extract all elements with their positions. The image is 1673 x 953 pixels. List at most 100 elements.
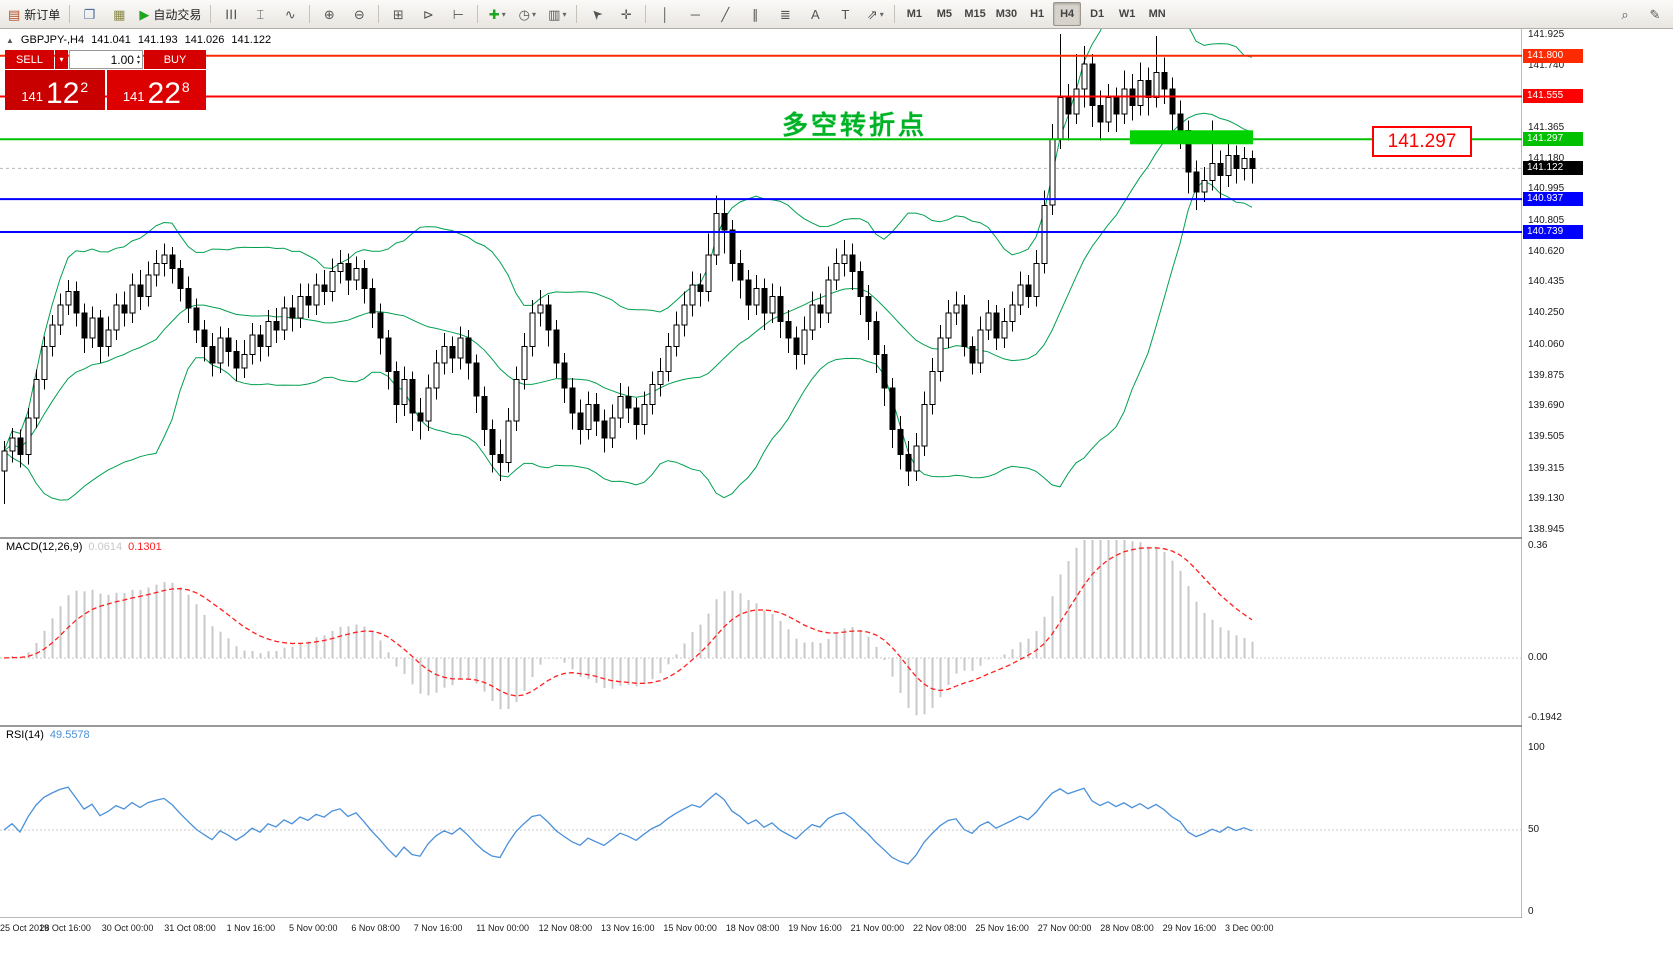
vertical-line-button[interactable]: │ [651,2,679,26]
rsi-value: 49.5578 [49,729,90,741]
timeframe-label: M5 [936,8,952,20]
fibonacci-button[interactable]: ≣ [771,2,799,26]
time-label: 13 Nov 16:00 [601,923,655,933]
volume-spinner[interactable]: ▴ ▾ [137,54,140,66]
price-tick: 140.995 [1528,183,1565,195]
timeframe-m30-button[interactable]: M30 [992,2,1021,26]
timeframe-d1-button[interactable]: D1 [1083,2,1111,26]
time-label: 1 Nov 16:00 [226,923,276,933]
time-label: 15 Nov 00:00 [663,923,717,933]
price-callout-label[interactable]: 141.297 [1372,126,1472,157]
price-tick: 141.925 [1528,29,1565,40]
price-tick: 139.315 [1528,462,1565,474]
new-order-icon: ▤ [8,6,21,22]
horizontal-line-icon: ─ [690,6,700,22]
candles-icon: ⌶ [256,6,265,22]
rsi-axis-label: 50 [1528,824,1540,835]
timeframe-w1-button[interactable]: W1 [1113,2,1141,26]
ohlc-open: 141.041 [91,34,131,46]
price-tick: 141.740 [1528,59,1565,71]
timeframe-h1-button[interactable]: H1 [1023,2,1051,26]
price-tick: 141.365 [1528,122,1565,134]
time-label: 30 Oct 00:00 [101,923,154,933]
tile-windows-button[interactable]: ⊞ [384,2,412,26]
candle-chart-button[interactable]: ⌶ [246,2,274,26]
timeframe-label: H4 [1060,8,1075,20]
macd-axis-label: 0.00 [1528,652,1548,663]
periods-button[interactable]: ◷ ▾ [513,2,541,26]
buy-price-pip: 8 [181,79,190,95]
price-axis[interactable]: 141.925 141.740 141.555 141.365 141.180 140.9… [1522,28,1673,918]
ohlc-close: 141.122 [231,34,272,46]
sell-options-dropdown[interactable]: ▾ [55,50,68,69]
price-marker: 141.800 [1523,48,1583,63]
cursor-button[interactable]: ➤ [582,2,610,26]
buy-price-big-digits: 22 [147,77,181,110]
highlight-zone-rect[interactable] [1130,130,1253,145]
time-label: 22 Nov 08:00 [913,923,967,933]
trendline-icon: ╱ [721,6,730,22]
time-axis[interactable]: 25 Oct 2019 28 Oct 16:00 30 Oct 00:00 31 Oc… [0,918,1673,953]
time-label: 18 Nov 08:00 [725,923,780,933]
zoom-out-button[interactable]: ⊖ [345,2,373,26]
toolbar-separator [210,5,212,23]
sell-price-button[interactable]: 141 12 2 [5,70,105,110]
trendline-button[interactable]: ╱ [711,2,739,26]
quick-draw-button[interactable]: ✎ [1641,2,1669,26]
toolbar-separator [894,5,896,23]
timeframe-h4-button[interactable]: H4 [1053,2,1082,26]
search-icon: ⌕ [1621,6,1629,22]
crosshair-button[interactable]: ✛ [612,2,640,26]
text-button[interactable]: A [801,2,829,26]
new-order-button[interactable]: ▤ 新订单 [4,2,64,26]
templates-button[interactable]: ▥ ▾ [543,2,571,26]
price-marker: 140.937 [1523,192,1583,207]
tile-icon: ⊞ [392,6,404,22]
navigator-button[interactable]: ▦ [105,2,133,26]
sell-price-big-digits: 12 [46,77,80,110]
indicators-icon: ✚ [488,6,500,22]
macd-main-value: 0.0614 [88,541,123,553]
time-label: 6 Nov 08:00 [351,923,400,933]
label-button[interactable]: T [831,2,859,26]
volume-input[interactable]: 1.00 ▴ ▾ [69,50,143,69]
pencil-icon: ✎ [1649,6,1661,22]
time-label: 5 Nov 00:00 [289,923,338,933]
auto-trading-button[interactable]: ▶ 自动交易 [135,2,205,26]
chevron-down-icon: ▾ [879,9,884,19]
zoom-in-button[interactable]: ⊕ [315,2,343,26]
charts-button[interactable]: ❐ [75,2,103,26]
timeframe-mn-button[interactable]: MN [1143,2,1171,26]
channel-button[interactable]: ∥ [741,2,769,26]
time-label: 28 Nov 08:00 [1100,923,1154,933]
time-label: 27 Nov 00:00 [1037,923,1092,933]
rsi-line [3,786,1253,865]
line-chart-button[interactable]: ∿ [276,2,304,26]
auto-scroll-button[interactable]: ⊳ [414,2,442,26]
auto-scroll-icon: ⊳ [422,6,434,22]
sell-button[interactable]: SELL [5,50,54,69]
time-label: 25 Oct 2019 [0,923,50,933]
one-click-collapse-icon[interactable]: ▲ [6,35,14,45]
arrows-button[interactable]: ⇗ ▾ [861,2,889,26]
timeframe-m5-button[interactable]: M5 [930,2,958,26]
search-button[interactable]: ⌕ [1611,2,1639,26]
chart-window[interactable]: ▲ GBPJPY-,H4 141.041 141.193 141.026 141… [0,28,1673,953]
timeframe-m15-button[interactable]: M15 [960,2,989,26]
indicators-button[interactable]: ✚ ▾ [483,2,511,26]
template-icon: ▥ [548,6,561,22]
horizontal-line-button[interactable]: ─ [681,2,709,26]
fibonacci-icon: ≣ [779,6,791,22]
bar-chart-button[interactable]: ☰ [216,2,244,26]
toolbar-separator [69,5,71,23]
spinner-up-icon[interactable]: ▴ [136,53,140,60]
chart-canvas[interactable] [0,28,1673,953]
price-tick: 140.060 [1528,338,1565,350]
buy-price-button[interactable]: 141 22 8 [106,70,206,110]
buy-button[interactable]: BUY [144,50,206,69]
bollinger-lower-band [3,180,1253,501]
timeframe-m1-button[interactable]: M1 [900,2,928,26]
spinner-down-icon[interactable]: ▾ [136,59,140,66]
toolbar-separator [576,5,578,23]
chart-shift-button[interactable]: ⊢ [444,2,472,26]
